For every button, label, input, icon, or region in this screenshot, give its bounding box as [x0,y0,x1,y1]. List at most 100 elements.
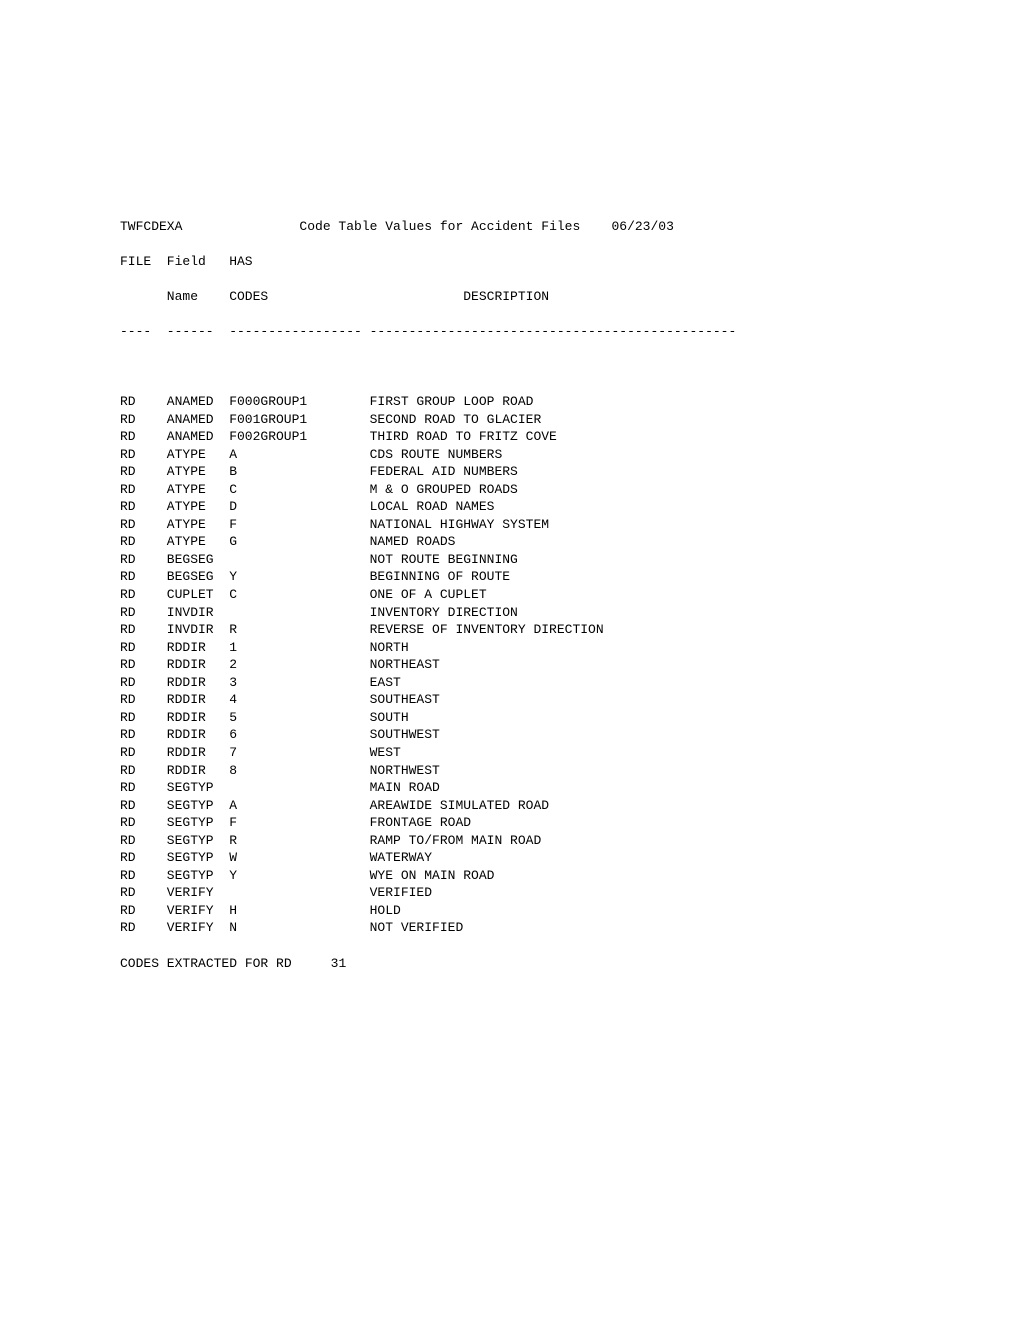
cell-file: RD [120,709,167,727]
cell-field: SEGTYP [167,832,229,850]
cell-code: R [229,621,369,639]
cell-code: 6 [229,726,369,744]
table-row: RDATYPEGNAMED ROADS [120,533,900,551]
cell-code: H [229,902,369,920]
cell-code: A [229,797,369,815]
cell-desc: THIRD ROAD TO FRITZ COVE [370,428,557,446]
cell-code: N [229,919,369,937]
cell-file: RD [120,411,167,429]
cell-file: RD [120,481,167,499]
cell-file: RD [120,691,167,709]
report-page: TWFCDEXACode Table Values for Accident F… [0,0,1020,1030]
cell-code: 5 [229,709,369,727]
hdr-file: FILE [120,253,167,271]
cell-field: ANAMED [167,428,229,446]
cell-field: RDDIR [167,709,229,727]
cell-field: ATYPE [167,498,229,516]
cell-file: RD [120,762,167,780]
cell-file: RD [120,779,167,797]
table-row: RDBEGSEGNOT ROUTE BEGINNING [120,551,900,569]
cell-field: ATYPE [167,533,229,551]
cell-desc: NORTHEAST [370,656,440,674]
footer-label: CODES EXTRACTED FOR RD [120,956,292,971]
cell-field: INVDIR [167,621,229,639]
cell-desc: CDS ROUTE NUMBERS [370,446,503,464]
cell-desc: NOT ROUTE BEGINNING [370,551,518,569]
cell-file: RD [120,533,167,551]
cell-code: R [229,832,369,850]
dash-codes: ----------------- [229,323,369,341]
cell-file: RD [120,463,167,481]
cell-field: BEGSEG [167,568,229,586]
cell-file: RD [120,797,167,815]
cell-desc: FIRST GROUP LOOP ROAD [370,393,534,411]
cell-desc: WEST [370,744,401,762]
cell-code: W [229,849,369,867]
cell-field: RDDIR [167,656,229,674]
cell-desc: SOUTHWEST [370,726,440,744]
table-row: RDSEGTYPAAREAWIDE SIMULATED ROAD [120,797,900,815]
cell-file: RD [120,498,167,516]
cell-desc: SECOND ROAD TO GLACIER [370,411,542,429]
cell-field: ANAMED [167,393,229,411]
table-row: RDATYPEACDS ROUTE NUMBERS [120,446,900,464]
blank-line [120,358,900,376]
cell-desc: WYE ON MAIN ROAD [370,867,495,885]
cell-code: 8 [229,762,369,780]
cell-field: ANAMED [167,411,229,429]
cell-code: G [229,533,369,551]
cell-field: RDDIR [167,674,229,692]
dash-field: ------ [167,323,229,341]
cell-file: RD [120,867,167,885]
table-row: RDBEGSEGYBEGINNING OF ROUTE [120,568,900,586]
table-row: RDRDDIR2NORTHEAST [120,656,900,674]
header-dash-row: ----------------------------------------… [120,323,900,341]
cell-field: RDDIR [167,639,229,657]
header-row-1: FILEFieldHAS [120,253,900,271]
table-row: RDINVDIRRREVERSE OF INVENTORY DIRECTION [120,621,900,639]
cell-field: BEGSEG [167,551,229,569]
cell-file: RD [120,726,167,744]
cell-desc: FEDERAL AID NUMBERS [370,463,518,481]
table-row: RDSEGTYPFFRONTAGE ROAD [120,814,900,832]
hdr-codes: CODES [229,288,369,306]
cell-field: VERIFY [167,902,229,920]
table-row: RDCUPLETCONE OF A CUPLET [120,586,900,604]
cell-desc: MAIN ROAD [370,779,440,797]
cell-desc: INVENTORY DIRECTION [370,604,518,622]
table-row: RDRDDIR8NORTHWEST [120,762,900,780]
cell-code: C [229,586,369,604]
table-row: RDSEGTYP MAIN ROAD [120,779,900,797]
table-row: RDATYPEDLOCAL ROAD NAMES [120,498,900,516]
table-row: RDSEGTYPWWATERWAY [120,849,900,867]
cell-code: 4 [229,691,369,709]
cell-field: VERIFY [167,884,229,902]
cell-desc: RAMP TO/FROM MAIN ROAD [370,832,542,850]
cell-field: ATYPE [167,463,229,481]
cell-desc: VERIFIED [370,884,432,902]
cell-desc: HOLD [370,902,401,920]
dash-file: ---- [120,323,167,341]
table-row: RDRDDIR3EAST [120,674,900,692]
table-row: RDANAMEDF000GROUP1FIRST GROUP LOOP ROAD [120,393,900,411]
dash-desc: ----------------------------------------… [370,324,737,339]
data-rows: RDANAMEDF000GROUP1FIRST GROUP LOOP ROADR… [120,393,900,937]
cell-field: ATYPE [167,481,229,499]
cell-file: RD [120,516,167,534]
cell-field: RDDIR [167,744,229,762]
cell-code: C [229,481,369,499]
cell-desc: FRONTAGE ROAD [370,814,471,832]
cell-file: RD [120,428,167,446]
cell-field: SEGTYP [167,779,229,797]
cell-code: F [229,516,369,534]
header-row-2: NameCODES DESCRIPTION [120,288,900,306]
report-date: 06/23/03 [611,218,673,236]
cell-code: F001GROUP1 [229,411,369,429]
cell-desc: ONE OF A CUPLET [370,586,487,604]
table-row: RDATYPECM & O GROUPED ROADS [120,481,900,499]
cell-file: RD [120,902,167,920]
cell-file: RD [120,604,167,622]
cell-code: 2 [229,656,369,674]
cell-code: F002GROUP1 [229,428,369,446]
cell-desc: NORTH [370,639,409,657]
